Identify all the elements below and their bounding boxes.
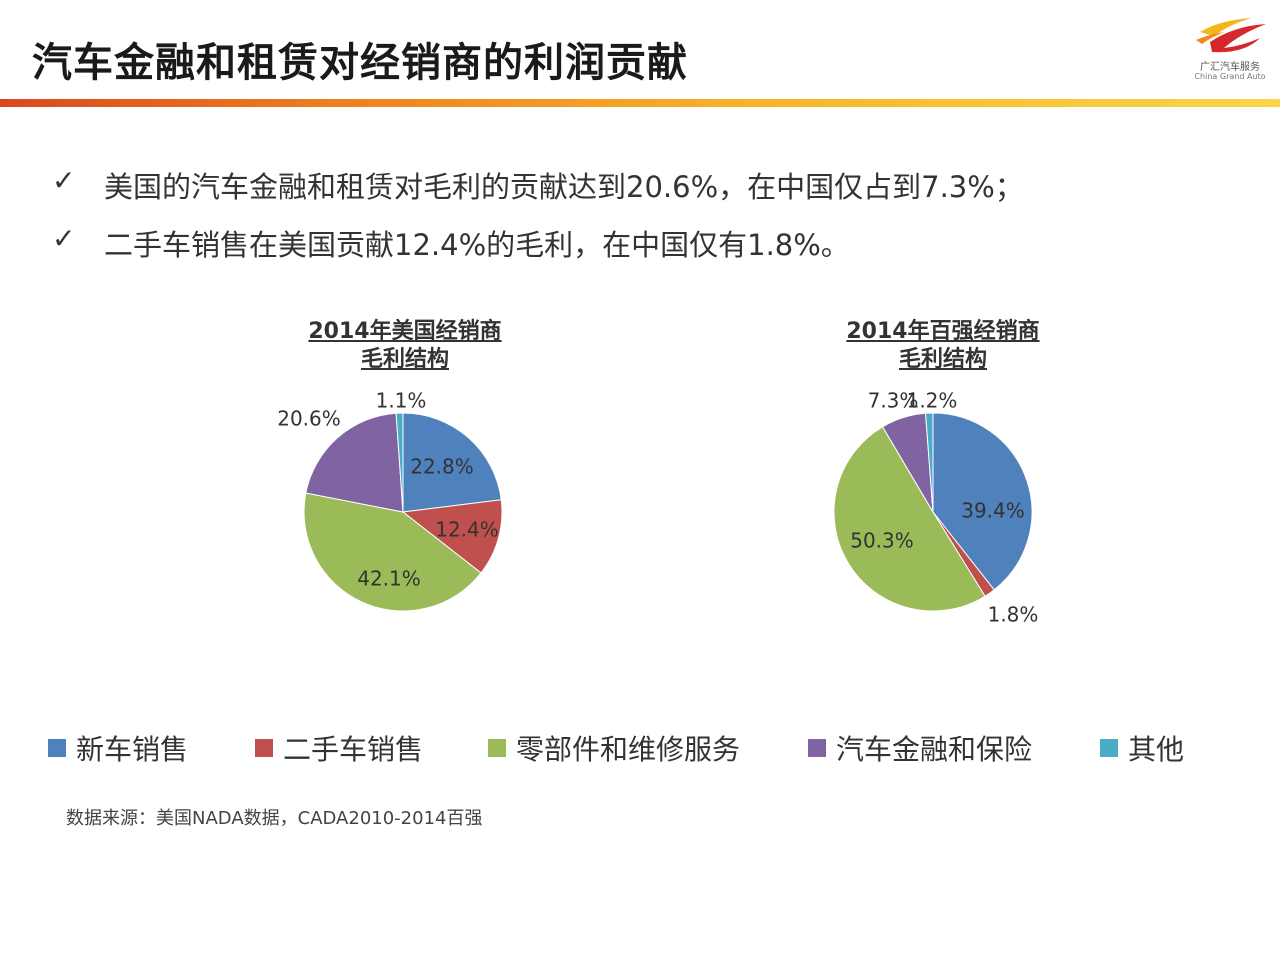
pie-data-label-0-1: 12.4% <box>435 518 499 542</box>
legend-swatch <box>255 739 273 757</box>
legend-item-other: 其他 <box>1100 728 1184 768</box>
logo-text-en: China Grand Auto <box>1194 72 1266 81</box>
us-chart-title-line2: 毛利结构 <box>360 347 449 372</box>
legend-label: 其他 <box>1128 733 1185 766</box>
logo-swoosh-icon <box>1196 18 1266 53</box>
legend-item-finance-insurance: 汽车金融和保险 <box>808 728 1032 768</box>
title-divider-bar <box>0 99 1280 107</box>
legend-label: 二手车销售 <box>283 733 424 766</box>
pie-data-label-0-2: 42.1% <box>357 567 421 591</box>
pie-data-label-1-2: 50.3% <box>850 529 914 553</box>
pie-slice-1-0 <box>932 412 1033 591</box>
cn-chart-title-line1: 2014年百强经销商 <box>846 319 1040 344</box>
legend-item-parts-service: 零部件和维修服务 <box>488 728 740 768</box>
cn-chart-title: 2014年百强经销商 毛利结构 <box>818 318 1068 374</box>
pie-data-label-1-4: 1.2% <box>907 389 958 413</box>
legend-label: 零部件和维修服务 <box>516 733 741 766</box>
legend-label: 新车销售 <box>76 733 189 766</box>
check-icon: ✓ <box>52 164 76 197</box>
pie-slice-0-4 <box>395 412 404 513</box>
pie-slice-0-3 <box>305 412 404 513</box>
company-logo: 广汇汽车服务 China Grand Auto <box>1190 12 1270 88</box>
pie-data-label-0-3: 20.6% <box>277 407 341 431</box>
bullet-text: 美国的汽车金融和租赁对毛利的贡献达到20.6%，在中国仅占到7.3%； <box>104 170 1024 204</box>
pie-data-label-0-4: 1.1% <box>376 389 427 413</box>
pie-data-label-1-1: 1.8% <box>988 603 1039 627</box>
bullet-text: 二手车销售在美国贡献12.4%的毛利，在中国仅有1.8%。 <box>104 228 850 262</box>
us-chart-title: 2014年美国经销商 毛利结构 <box>280 318 530 374</box>
pie-slice-0-0 <box>402 412 502 513</box>
pie-data-label-0-0: 22.8% <box>410 455 474 479</box>
logo-text-cn: 广汇汽车服务 <box>1200 62 1260 73</box>
legend-swatch <box>808 739 826 757</box>
legend-swatch <box>48 739 66 757</box>
pie-data-label-1-0: 39.4% <box>961 499 1025 523</box>
legend-swatch <box>488 739 506 757</box>
us-chart-title-line1: 2014年美国经销商 <box>308 319 502 344</box>
legend-label: 汽车金融和保险 <box>836 733 1033 766</box>
chart-legend: 新车销售 二手车销售 零部件和维修服务 汽车金融和保险 其他 <box>0 728 1280 768</box>
pie-slice-0-2 <box>303 492 482 612</box>
pie-slice-1-2 <box>833 426 986 612</box>
pie-data-label-1-3: 7.3% <box>868 389 919 413</box>
pie-slice-1-4 <box>925 412 934 513</box>
pie-slice-0-1 <box>401 499 503 574</box>
data-source-note: 数据来源：美国NADA数据，CADA2010-2014百强 <box>66 808 483 829</box>
check-icon: ✓ <box>52 222 76 255</box>
slide-title: 汽车金融和租赁对经销商的利润贡献 <box>32 40 688 86</box>
cn-chart-title-line2: 毛利结构 <box>898 347 987 372</box>
legend-item-used-car: 二手车销售 <box>255 728 423 768</box>
legend-item-new-car: 新车销售 <box>48 728 188 768</box>
legend-swatch <box>1100 739 1118 757</box>
